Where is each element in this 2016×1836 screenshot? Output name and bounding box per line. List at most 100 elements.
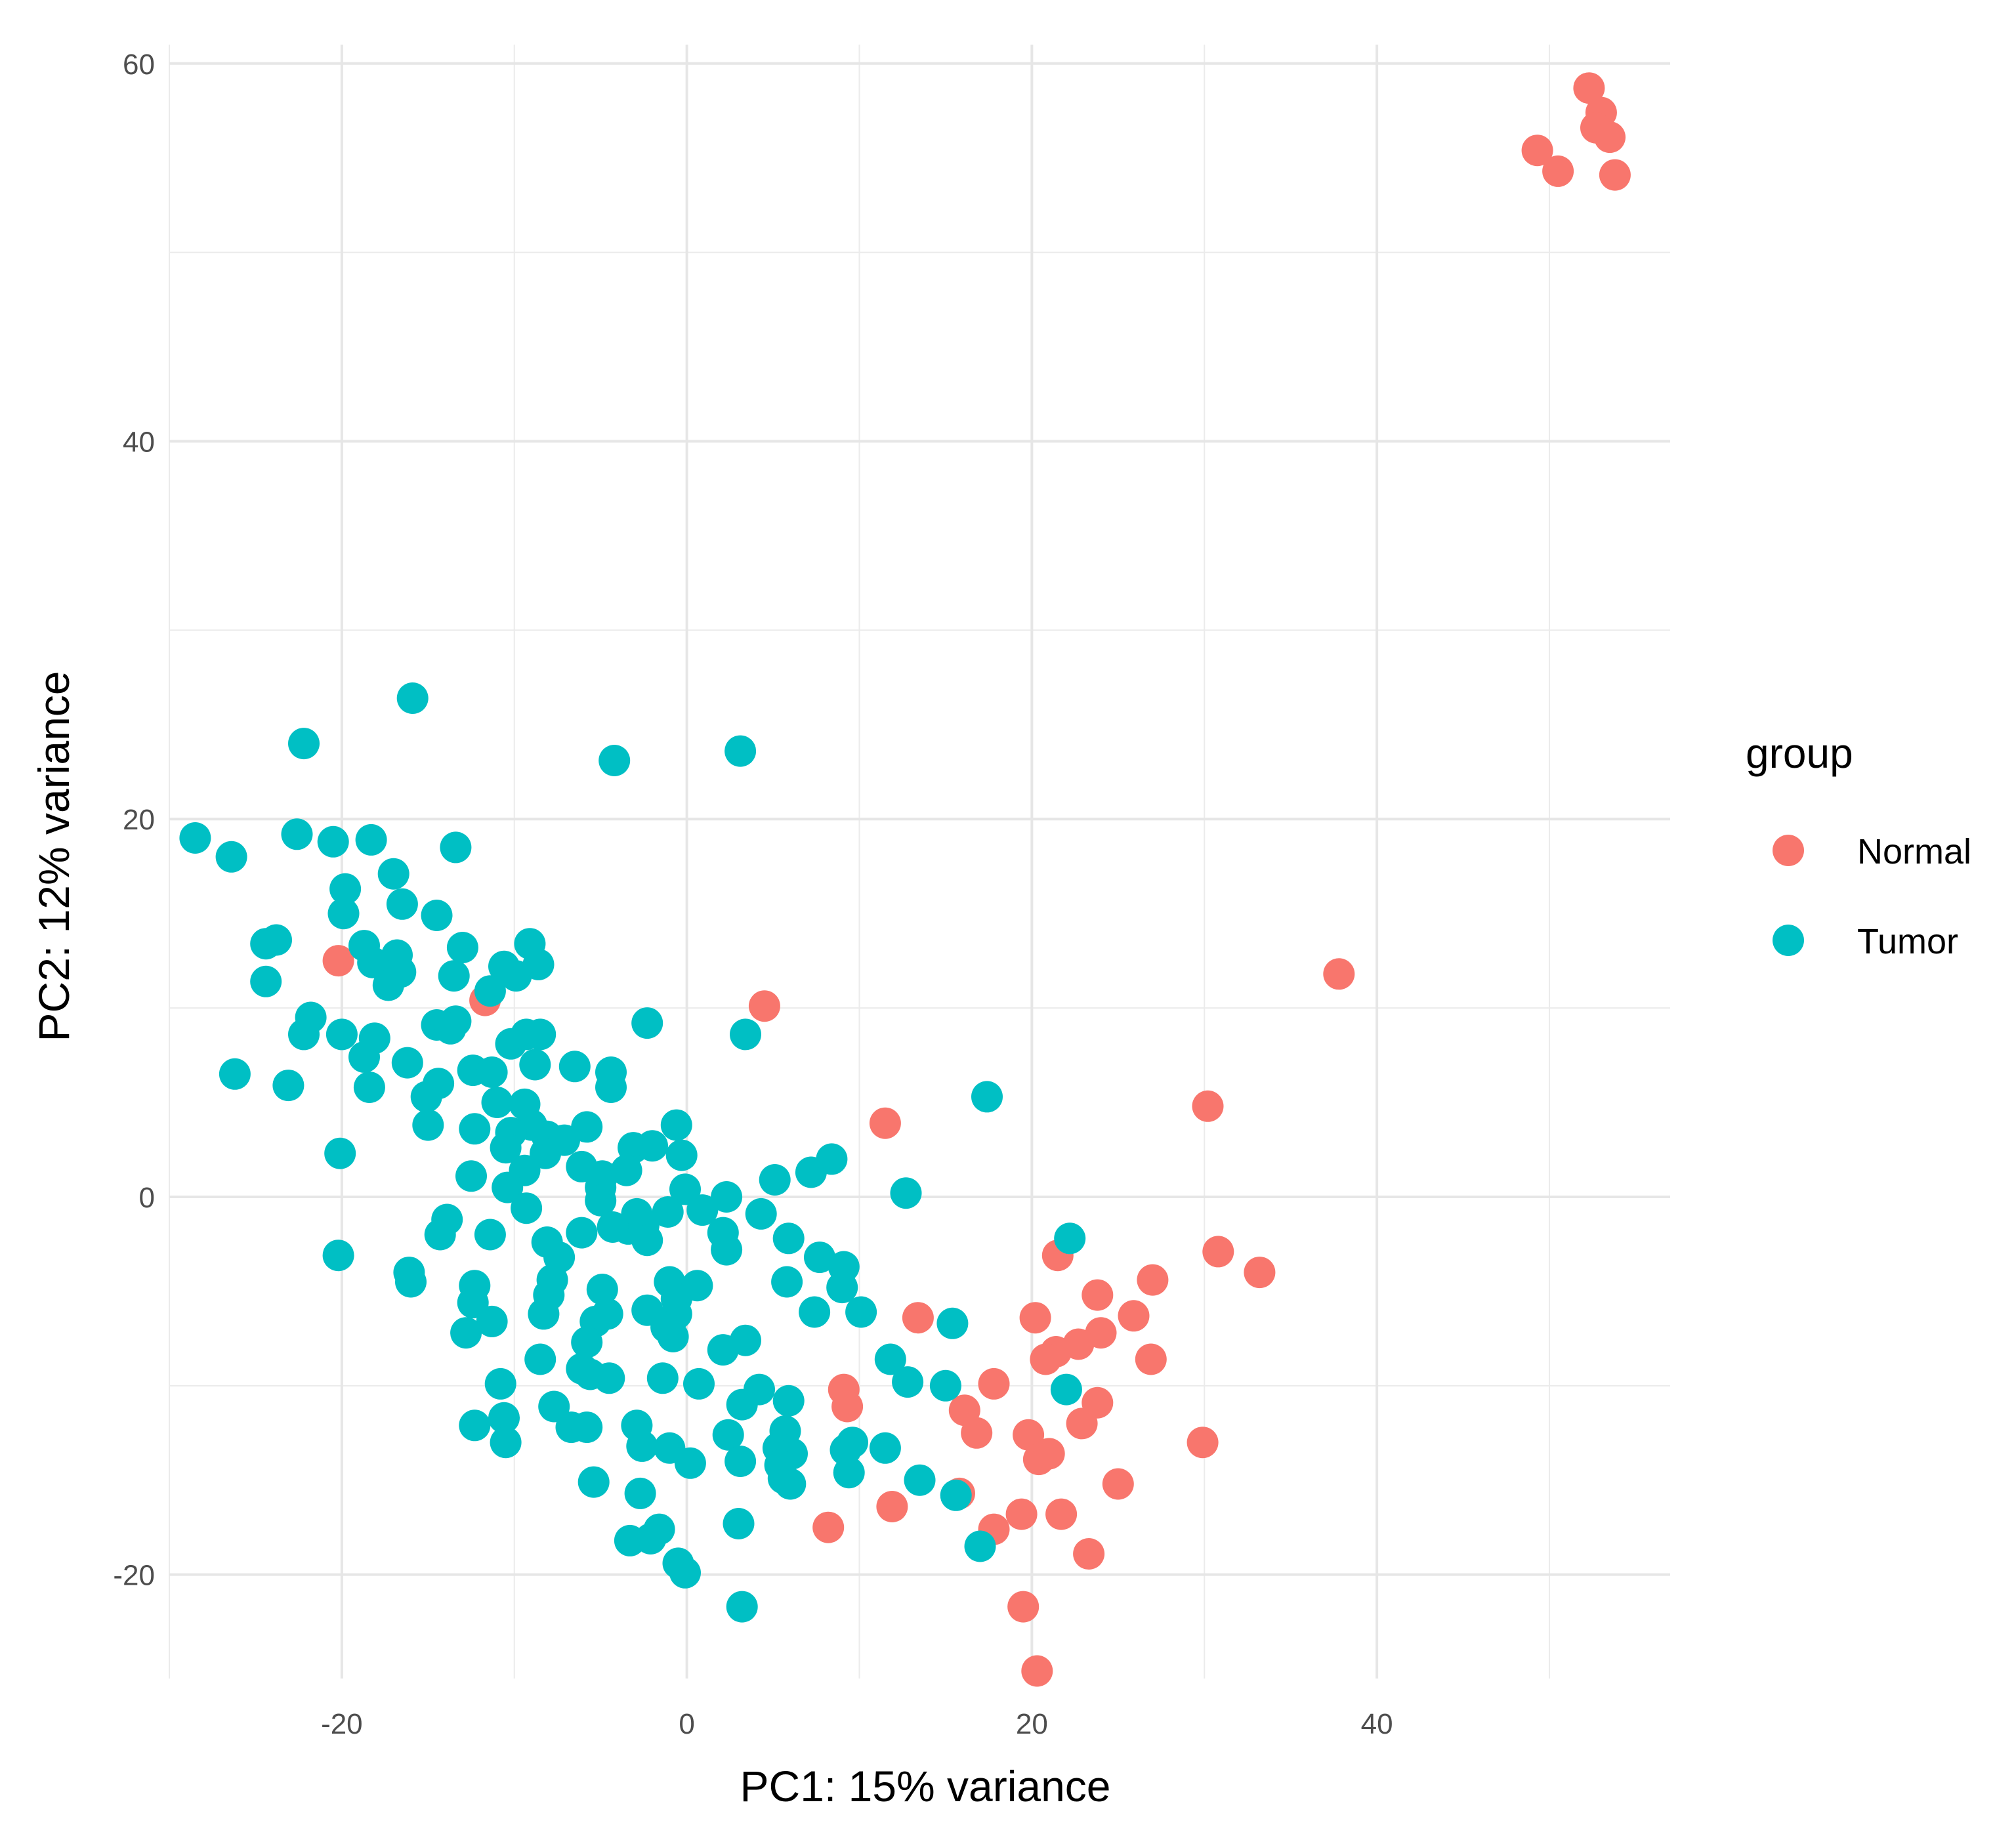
point-tumor-12 xyxy=(386,888,418,920)
point-tumor-25 xyxy=(438,960,470,992)
point-normal-19 xyxy=(1019,1302,1051,1334)
point-normal-16 xyxy=(1137,1264,1169,1296)
point-tumor-49 xyxy=(476,1056,508,1088)
x-tick-label-2: 20 xyxy=(1016,1708,1048,1740)
y-tick-label-2: 20 xyxy=(123,804,155,836)
point-tumor-34 xyxy=(326,1018,358,1051)
point-tumor-146 xyxy=(1050,1373,1082,1406)
point-normal-7 xyxy=(322,945,354,977)
point-tumor-155 xyxy=(712,1419,744,1451)
point-tumor-6 xyxy=(281,818,313,850)
point-tumor-91 xyxy=(652,1196,684,1228)
point-tumor-178 xyxy=(635,1523,667,1554)
point-tumor-87 xyxy=(745,1198,777,1230)
point-tumor-37 xyxy=(434,1012,467,1045)
point-normal-4 xyxy=(1521,135,1553,167)
point-normal-20 xyxy=(1118,1300,1150,1332)
point-tumor-109 xyxy=(395,1266,427,1298)
point-tumor-104 xyxy=(804,1241,835,1274)
point-tumor-173 xyxy=(624,1477,656,1509)
legend-label-tumor: Tumor xyxy=(1857,922,1958,961)
point-tumor-33 xyxy=(288,1018,320,1051)
point-tumor-123 xyxy=(528,1298,560,1330)
point-tumor-0 xyxy=(396,682,429,714)
series-normal xyxy=(322,72,1631,1687)
point-tumor-13 xyxy=(327,898,360,930)
point-normal-12 xyxy=(1192,1090,1224,1122)
point-tumor-134 xyxy=(730,1324,761,1356)
point-tumor-100 xyxy=(631,1224,663,1257)
y-tick-label-0: -20 xyxy=(113,1560,155,1592)
point-normal-26 xyxy=(978,1367,1010,1400)
point-normal-32 xyxy=(961,1417,993,1449)
grid-lines xyxy=(169,45,1670,1679)
point-tumor-14 xyxy=(421,900,453,931)
point-tumor-94 xyxy=(597,1211,629,1243)
point-tumor-78 xyxy=(455,1160,487,1192)
point-tumor-74 xyxy=(610,1154,642,1186)
y-tick-label-3: 40 xyxy=(123,427,155,459)
point-normal-41 xyxy=(1005,1498,1038,1530)
point-tumor-101 xyxy=(772,1222,805,1255)
point-tumor-1 xyxy=(288,728,320,760)
legend-label-normal: Normal xyxy=(1857,832,1971,871)
point-tumor-126 xyxy=(799,1296,831,1328)
point-tumor-5 xyxy=(215,841,247,873)
legend-key-normal xyxy=(1773,835,1804,866)
point-tumor-117 xyxy=(586,1274,618,1305)
point-normal-45 xyxy=(1007,1591,1040,1623)
point-normal-44 xyxy=(1073,1538,1105,1570)
point-tumor-16 xyxy=(261,924,292,956)
point-tumor-55 xyxy=(481,1087,513,1118)
point-tumor-131 xyxy=(571,1326,603,1358)
point-tumor-143 xyxy=(683,1367,715,1400)
point-normal-37 xyxy=(1102,1468,1134,1500)
point-tumor-53 xyxy=(595,1072,627,1103)
point-tumor-138 xyxy=(874,1343,906,1375)
point-tumor-97 xyxy=(474,1219,506,1251)
point-tumor-82 xyxy=(669,1173,701,1205)
legend: group Normal Tumor xyxy=(1746,730,1971,961)
point-tumor-65 xyxy=(971,1081,1003,1113)
x-axis-title: PC1: 15% variance xyxy=(740,1762,1111,1810)
point-tumor-42 xyxy=(348,1041,380,1073)
point-tumor-169 xyxy=(578,1466,610,1498)
point-tumor-51 xyxy=(272,1070,304,1102)
point-tumor-77 xyxy=(759,1164,791,1196)
point-tumor-44 xyxy=(519,1049,551,1081)
point-tumor-168 xyxy=(833,1457,865,1489)
point-normal-10 xyxy=(1323,958,1355,990)
point-tumor-171 xyxy=(774,1468,807,1500)
point-tumor-96 xyxy=(424,1219,456,1251)
point-normal-31 xyxy=(1066,1408,1098,1440)
point-tumor-43 xyxy=(391,1047,423,1079)
point-normal-0 xyxy=(1573,72,1605,104)
point-normal-34 xyxy=(1186,1427,1219,1459)
y-tick-label-1: 0 xyxy=(139,1182,155,1214)
point-tumor-179 xyxy=(964,1530,996,1562)
tick-labels: -20 0 20 40 -20 0 20 40 60 xyxy=(113,49,1393,1740)
point-tumor-113 xyxy=(771,1266,803,1298)
point-normal-40 xyxy=(1045,1498,1078,1530)
point-tumor-86 xyxy=(711,1181,743,1213)
point-tumor-129 xyxy=(450,1317,482,1349)
point-tumor-7 xyxy=(317,825,349,858)
x-tick-label-0: -20 xyxy=(321,1708,363,1740)
point-tumor-72 xyxy=(637,1130,668,1162)
point-tumor-61 xyxy=(459,1113,491,1145)
point-tumor-182 xyxy=(726,1591,758,1623)
point-tumor-84 xyxy=(511,1192,543,1224)
point-tumor-10 xyxy=(377,858,410,890)
y-tick-label-4: 60 xyxy=(123,49,155,81)
point-normal-11 xyxy=(869,1107,901,1139)
point-tumor-21 xyxy=(357,947,389,978)
point-tumor-4 xyxy=(179,822,211,854)
point-tumor-54 xyxy=(410,1081,442,1113)
point-normal-39 xyxy=(876,1491,908,1522)
point-tumor-66 xyxy=(490,1132,522,1164)
point-tumor-142 xyxy=(646,1362,679,1394)
point-normal-6 xyxy=(1599,159,1631,191)
point-tumor-150 xyxy=(459,1409,491,1442)
